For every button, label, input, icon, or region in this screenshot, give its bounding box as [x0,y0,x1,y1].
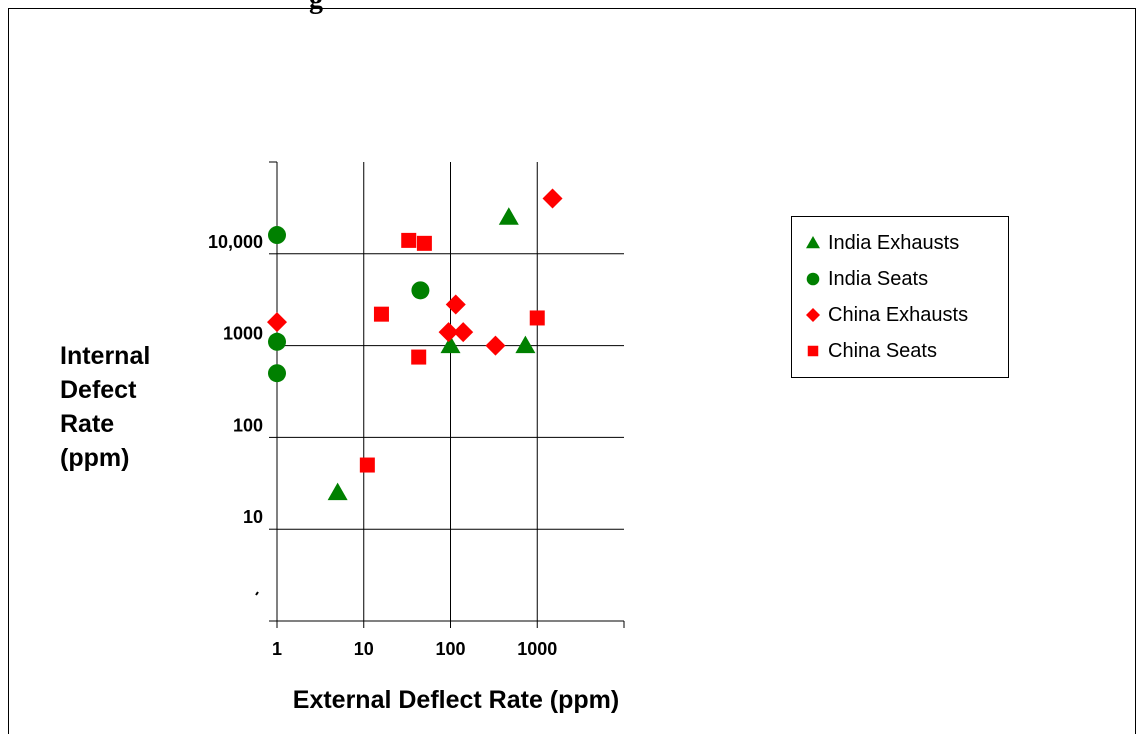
legend-item-india-seats: India Seats [804,261,1008,297]
y-tick-label: 100 [233,415,263,435]
india-exhausts-point [440,335,461,354]
legend-marker-circle-icon [806,272,820,286]
china-exhausts-point [485,335,506,356]
india-exhausts-point [498,207,519,225]
x-tick-label: 1000 [517,639,557,659]
y-axis-title-line: Rate [60,410,114,438]
china-exhausts-point [445,294,466,315]
china-seats-point [401,232,417,248]
legend-marker-shape [806,308,820,322]
china-seats-point [411,349,427,365]
india-exhausts-point [327,482,348,501]
india-seats-point [268,226,286,245]
china-seats-point [359,457,375,473]
legend-label: India Seats [828,267,929,290]
y-axis-title-line: Defect [60,376,137,404]
y-axis-title-line: Internal [60,342,150,370]
y-tick-label: 10,000 [208,232,263,252]
china-exhausts-point [542,188,563,209]
legend-label: China Seats [828,339,937,362]
legend-label: China Exhausts [828,303,969,326]
tick-labels: 1 10 100 1000 10 100 1000 10,000 [208,232,557,659]
legend-marker-shape [806,236,820,249]
india-seats-point [268,332,286,351]
y-axis-title-line: (ppm) [60,444,129,472]
legend-marker-square-icon [807,345,819,357]
x-tick-label: 1 [272,639,282,659]
legend-marker-shape [807,345,819,357]
china-seats-point [373,306,389,322]
india-exhausts-point [515,335,536,354]
chart-title-fragment: g [309,0,389,15]
y-tick-label: 1000 [223,324,263,344]
china-seats-point [416,235,432,251]
india-seats-point [411,281,430,300]
y-axis-title: Internal Defect Rate (ppm) [60,342,150,472]
legend-marker-diamond-icon [806,308,820,322]
china-exhausts-point [267,312,287,333]
china-seats-point [529,310,545,326]
legend-label: India Exhausts [828,231,960,254]
china-exhausts-point [453,322,474,343]
legend-item-china-seats: China Seats [804,333,1008,369]
stray-mark [255,591,259,596]
legend-item-china-exhausts: China Exhausts [804,297,1008,333]
legend-marker-triangle-icon [806,236,820,249]
india-seats-point [268,364,286,383]
x-tick-label: 100 [435,639,465,659]
x-tick-label: 10 [354,639,374,659]
data-points [267,188,563,501]
legend: India Exhausts India Seats China Exhausts C… [791,216,1009,378]
china-exhausts-point [438,322,459,343]
y-tick-label: 10 [243,507,263,527]
x-axis-title: External Deflect Rate (ppm) [293,686,619,714]
legend-item-india-exhausts: India Exhausts [804,225,1008,261]
legend-marker-shape [806,272,820,286]
